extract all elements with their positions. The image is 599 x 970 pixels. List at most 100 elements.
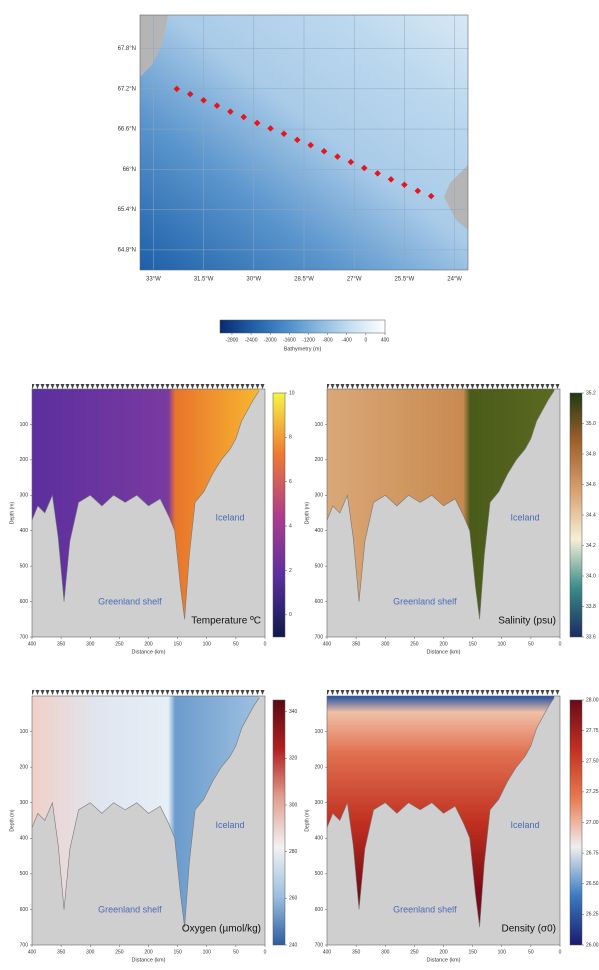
- x-tick-label: 50: [233, 641, 239, 647]
- bottom-profile: [31, 697, 260, 928]
- station: [267, 125, 274, 132]
- tick-label: 0: [364, 337, 367, 343]
- water-field: [327, 696, 555, 928]
- x-tick-label: 350: [57, 949, 66, 955]
- y-tick-label: 100: [20, 729, 29, 735]
- x-tick-label: 250: [115, 949, 124, 955]
- colorbar-tick-label: 280: [289, 849, 298, 855]
- panel-title: Density (σ0): [501, 924, 556, 935]
- station: [173, 85, 181, 93]
- bottom-profile: [31, 390, 260, 620]
- water-field: [327, 389, 555, 620]
- colorbar-tick-label: 34.2: [586, 543, 596, 549]
- region-label: Greenland shelf: [393, 597, 457, 607]
- station: [320, 147, 328, 155]
- x-tick-label: 31.5°W: [194, 277, 214, 283]
- station: [401, 181, 408, 189]
- colorbar-tick-label: 27.75: [586, 728, 599, 734]
- region-label: Iceland: [511, 512, 540, 522]
- region-label: Iceland: [511, 820, 540, 830]
- x-tick-label: 150: [468, 641, 477, 647]
- colorbar-tick-label: 27.50: [586, 759, 599, 765]
- y-tick-label: 600: [20, 599, 29, 605]
- x-tick-label: 28.5°W: [294, 277, 314, 283]
- region-label: Greenland shelf: [98, 597, 162, 607]
- station: [253, 119, 261, 127]
- y-tick-label: 200: [315, 764, 324, 770]
- station: [240, 113, 248, 121]
- station-markers: [32, 383, 265, 389]
- y-tick-label: 65.4°N: [118, 207, 136, 213]
- y-tick-label: 400: [315, 528, 324, 534]
- x-tick-label: 100: [498, 641, 507, 647]
- station: [360, 164, 368, 172]
- x-tick-label: 300: [86, 641, 95, 647]
- colorbar-tick-label: 4: [289, 523, 292, 529]
- x-tick-label: 250: [410, 949, 419, 955]
- x-tick-label: 250: [410, 641, 419, 647]
- colorbar: [569, 392, 583, 638]
- colorbar: [219, 319, 386, 334]
- station: [280, 130, 288, 138]
- colorbar: [569, 699, 583, 946]
- x-tick-label: 100: [203, 641, 212, 647]
- panel-title: Oxygen (µmol/kg): [182, 924, 261, 935]
- y-tick-label: 200: [20, 764, 29, 770]
- x-tick-label: 300: [381, 949, 390, 955]
- x-tick-label: 0: [264, 641, 267, 647]
- y-tick-label: 500: [315, 871, 324, 877]
- y-tick-label: 700: [20, 942, 29, 948]
- y-tick-label: 100: [315, 729, 324, 735]
- x-tick-label: 25.5°W: [395, 277, 415, 283]
- y-axis-label: Depth (m): [304, 809, 310, 832]
- colorbar-tick-label: 34.8: [586, 451, 596, 457]
- x-axis-label: Distance (km): [427, 649, 461, 655]
- y-axis-label: Depth (m): [304, 502, 310, 525]
- colorbar-tick-label: 320: [289, 756, 298, 762]
- colorbar-tick-label: 35.2: [586, 390, 596, 396]
- x-tick-label: 50: [528, 641, 534, 647]
- colorbar-tick-label: 6: [289, 479, 292, 485]
- y-axis-label: Depth (m): [9, 809, 15, 832]
- station: [213, 102, 221, 109]
- colorbar-tick-label: 340: [289, 709, 298, 715]
- y-tick-label: 200: [315, 457, 324, 463]
- station-markers: [327, 690, 560, 696]
- y-tick-label: 67.2°N: [118, 86, 136, 92]
- x-tick-label: 400: [28, 949, 37, 955]
- station: [414, 187, 422, 195]
- colorbar-tick-label: 33.8: [586, 604, 596, 610]
- x-axis-label: Distance (km): [132, 957, 166, 963]
- x-tick-label: 0: [264, 949, 267, 955]
- x-tick-label: 350: [352, 641, 361, 647]
- x-tick-label: 30°W: [246, 277, 261, 283]
- land: [140, 15, 168, 77]
- colorbar-tick-label: 300: [289, 802, 298, 808]
- map-frame: [139, 14, 469, 271]
- colorbar-tick-label: 10: [289, 390, 295, 396]
- colorbar-tick-label: 27.00: [586, 820, 599, 826]
- colorbar-tick-label: 33.6: [586, 634, 596, 640]
- y-tick-label: 300: [315, 800, 324, 806]
- x-tick-label: 400: [323, 641, 332, 647]
- land: [444, 165, 468, 230]
- colorbar-tick-label: 260: [289, 896, 298, 902]
- x-tick-label: 150: [173, 641, 182, 647]
- region-label: Iceland: [216, 512, 245, 522]
- station: [427, 192, 435, 200]
- y-tick-label: 300: [315, 493, 324, 499]
- colorbar-tick-label: 26.75: [586, 850, 599, 856]
- x-tick-label: 100: [203, 949, 212, 955]
- x-tick-label: 27°W: [347, 277, 362, 283]
- station: [334, 153, 341, 160]
- y-tick-label: 300: [20, 493, 29, 499]
- y-tick-label: 400: [20, 528, 29, 534]
- x-tick-label: 350: [352, 949, 361, 955]
- colorbar-tick-label: 28.00: [586, 697, 599, 703]
- x-tick-label: 33°W: [146, 277, 161, 283]
- colorbar-tick-label: 8: [289, 435, 292, 441]
- tick-label: 400: [381, 337, 390, 343]
- x-tick-label: 0: [559, 641, 562, 647]
- colorbar-tick-label: 26.00: [586, 942, 599, 948]
